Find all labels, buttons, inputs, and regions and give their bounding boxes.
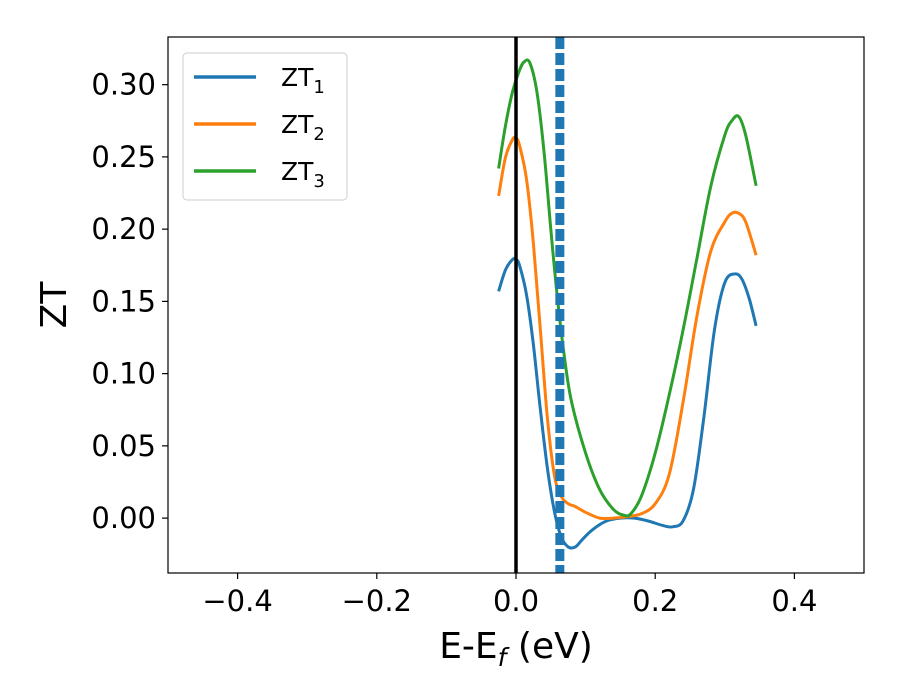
x-tick-label: 0.4: [771, 584, 817, 618]
y-tick-label: 0.15: [91, 284, 156, 318]
y-tick-label: 0.10: [91, 357, 156, 391]
legend: ZT1 ZT2 ZT3: [182, 52, 348, 201]
y-axis-ticks: 0.00 0.05 0.10 0.15 0.20 0.25 0.30: [91, 68, 168, 535]
x-tick-label: −0.2: [342, 584, 412, 618]
legend-label-zt1: ZT1: [281, 63, 325, 98]
series-line-zt3: [497, 58, 758, 518]
x-axis-label-unit: (eV): [506, 626, 592, 667]
series-line-zt2: [497, 135, 758, 521]
x-tick-label: −0.4: [202, 584, 272, 618]
x-axis-label: E-Ef (eV): [439, 626, 593, 672]
y-axis-label: ZT: [34, 281, 75, 329]
series-line-zt1: [497, 256, 758, 550]
y-tick-label: 0.05: [91, 429, 156, 463]
x-axis-ticks: −0.4 −0.2 0.0 0.2 0.4: [202, 573, 817, 618]
legend-label-zt3: ZT3: [281, 157, 325, 192]
y-tick-label: 0.30: [91, 68, 156, 102]
x-tick-label: 0.0: [493, 584, 539, 618]
legend-box: [182, 52, 348, 201]
y-tick-label: 0.25: [91, 140, 156, 174]
y-tick-label: 0.00: [91, 501, 156, 535]
y-tick-label: 0.20: [91, 212, 156, 246]
series-layer: [497, 58, 758, 550]
x-tick-label: 0.2: [632, 584, 678, 618]
legend-label-zt2: ZT2: [281, 110, 325, 145]
reference-lines: [514, 37, 565, 573]
